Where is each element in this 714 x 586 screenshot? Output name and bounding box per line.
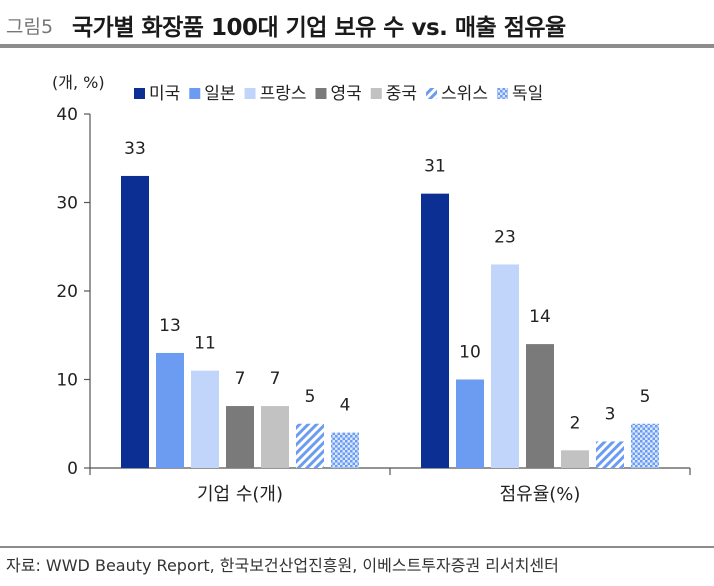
data-label: 10 bbox=[459, 343, 481, 363]
data-label: 23 bbox=[494, 227, 516, 247]
bar bbox=[526, 344, 554, 468]
data-label: 5 bbox=[640, 387, 651, 407]
legend-swatch bbox=[370, 88, 382, 99]
header-rule bbox=[0, 44, 714, 48]
figure-title: 국가별 화장품 100대 기업 보유 수 vs. 매출 점유율 bbox=[72, 15, 566, 41]
bar bbox=[296, 423, 324, 468]
legend-swatch bbox=[134, 88, 145, 99]
bar bbox=[191, 370, 219, 468]
legend-label: 영국 bbox=[330, 84, 361, 104]
data-label: 13 bbox=[159, 316, 181, 336]
y-unit-label: (개, %) bbox=[52, 73, 105, 92]
legend-swatch bbox=[496, 88, 508, 99]
data-label: 33 bbox=[124, 139, 146, 159]
chart-area: 0 10 20 30 40 기업 수(개) 점유율(%) (개, %) 33 13 11 7 7 5 4 3… bbox=[0, 60, 714, 530]
data-label: 11 bbox=[194, 334, 216, 354]
legend-label: 프랑스 bbox=[260, 84, 307, 104]
x-category-label: 기업 수(개) bbox=[197, 484, 283, 505]
bar bbox=[121, 175, 149, 468]
x-category-label: 점유율(%) bbox=[500, 484, 581, 505]
bar bbox=[631, 423, 659, 468]
data-label: 7 bbox=[270, 369, 281, 389]
bar bbox=[456, 379, 484, 468]
footer-rule bbox=[0, 546, 714, 548]
figure-label: 그림5 bbox=[6, 16, 54, 38]
legend-swatch bbox=[189, 88, 201, 99]
legend-label: 스위스 bbox=[441, 84, 488, 104]
bar-chart: 0 10 20 30 40 기업 수(개) 점유율(%) (개, %) 33 13 11 7 7 5 4 3… bbox=[52, 73, 691, 505]
data-label: 31 bbox=[424, 157, 446, 177]
legend-label: 미국 bbox=[149, 84, 180, 104]
bar bbox=[156, 352, 184, 468]
y-tick-label: 10 bbox=[56, 371, 78, 391]
bar bbox=[596, 441, 624, 468]
data-label: 3 bbox=[605, 404, 616, 424]
y-tick-label: 40 bbox=[56, 105, 78, 125]
source-note: 자료: WWD Beauty Report, 한국보건산업진흥원, 이베스트투자… bbox=[6, 556, 559, 575]
legend-label: 중국 bbox=[386, 84, 417, 104]
data-label: 5 bbox=[305, 387, 316, 407]
bar bbox=[421, 193, 449, 468]
data-label: 14 bbox=[529, 307, 551, 327]
bar bbox=[261, 406, 289, 468]
legend-label: 일본 bbox=[204, 84, 235, 104]
bar bbox=[561, 450, 589, 468]
legend-label: 독일 bbox=[512, 84, 543, 104]
y-tick-label: 20 bbox=[56, 282, 78, 302]
data-label: 4 bbox=[340, 396, 351, 416]
bar bbox=[491, 264, 519, 468]
bar bbox=[331, 432, 359, 468]
bar bbox=[226, 406, 254, 468]
data-label: 2 bbox=[570, 413, 581, 433]
y-tick-label: 30 bbox=[56, 194, 78, 214]
data-label: 7 bbox=[235, 369, 246, 389]
figure-header: 그림5 국가별 화장품 100대 기업 보유 수 vs. 매출 점유율 bbox=[0, 0, 714, 50]
legend-swatch bbox=[315, 88, 327, 99]
y-tick-label: 0 bbox=[67, 459, 78, 479]
legend-swatch bbox=[426, 88, 438, 99]
legend-swatch bbox=[244, 88, 256, 99]
